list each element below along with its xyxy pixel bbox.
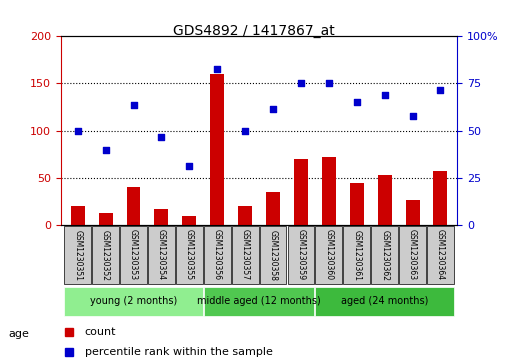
Point <box>353 99 361 105</box>
Point <box>185 163 194 168</box>
FancyBboxPatch shape <box>232 226 259 284</box>
FancyBboxPatch shape <box>120 226 147 284</box>
Text: GSM1230357: GSM1230357 <box>241 229 249 281</box>
Text: age: age <box>8 329 29 339</box>
Bar <box>154 209 168 225</box>
Text: GSM1230361: GSM1230361 <box>352 229 361 281</box>
Text: GSM1230364: GSM1230364 <box>436 229 445 281</box>
Text: GSM1230351: GSM1230351 <box>73 229 82 281</box>
Text: count: count <box>85 327 116 337</box>
Bar <box>99 213 113 225</box>
Bar <box>433 171 448 225</box>
Text: GSM1230353: GSM1230353 <box>129 229 138 281</box>
Point <box>436 87 444 93</box>
Bar <box>322 157 336 225</box>
Bar <box>266 192 280 225</box>
Point <box>130 102 138 108</box>
Point <box>297 81 305 86</box>
Point <box>380 92 389 98</box>
FancyBboxPatch shape <box>343 226 370 284</box>
Text: GDS4892 / 1417867_at: GDS4892 / 1417867_at <box>173 24 335 38</box>
Bar <box>126 187 141 225</box>
Point <box>102 147 110 152</box>
FancyBboxPatch shape <box>315 226 342 284</box>
FancyBboxPatch shape <box>371 226 398 284</box>
Text: GSM1230356: GSM1230356 <box>213 229 221 281</box>
Text: GSM1230363: GSM1230363 <box>408 229 417 281</box>
Text: GSM1230362: GSM1230362 <box>380 229 389 281</box>
FancyBboxPatch shape <box>92 226 119 284</box>
Text: GSM1230355: GSM1230355 <box>185 229 194 281</box>
Bar <box>294 159 308 225</box>
Point <box>74 128 82 134</box>
Text: GSM1230359: GSM1230359 <box>297 229 305 281</box>
FancyBboxPatch shape <box>427 226 454 284</box>
Point <box>325 81 333 86</box>
Bar <box>238 206 252 225</box>
FancyBboxPatch shape <box>315 287 454 316</box>
FancyBboxPatch shape <box>399 226 426 284</box>
Text: GSM1230352: GSM1230352 <box>101 229 110 281</box>
Text: percentile rank within the sample: percentile rank within the sample <box>85 347 273 357</box>
FancyBboxPatch shape <box>65 287 203 316</box>
FancyBboxPatch shape <box>260 226 287 284</box>
Text: aged (24 months): aged (24 months) <box>341 296 428 306</box>
Bar <box>182 216 196 225</box>
Point <box>408 113 417 118</box>
Bar <box>350 183 364 225</box>
Bar <box>71 206 85 225</box>
Bar <box>210 74 224 225</box>
FancyBboxPatch shape <box>204 226 231 284</box>
Bar <box>377 175 392 225</box>
Text: GSM1230360: GSM1230360 <box>324 229 333 281</box>
FancyBboxPatch shape <box>176 226 203 284</box>
FancyBboxPatch shape <box>288 226 314 284</box>
Point <box>157 134 166 140</box>
Point <box>241 128 249 134</box>
Bar <box>405 200 420 225</box>
Text: young (2 months): young (2 months) <box>90 296 177 306</box>
FancyBboxPatch shape <box>65 226 91 284</box>
Text: GSM1230358: GSM1230358 <box>269 229 277 281</box>
FancyBboxPatch shape <box>204 287 314 316</box>
Point <box>269 106 277 112</box>
FancyBboxPatch shape <box>148 226 175 284</box>
Text: GSM1230354: GSM1230354 <box>157 229 166 281</box>
Text: middle aged (12 months): middle aged (12 months) <box>197 296 321 306</box>
Point <box>213 66 221 72</box>
